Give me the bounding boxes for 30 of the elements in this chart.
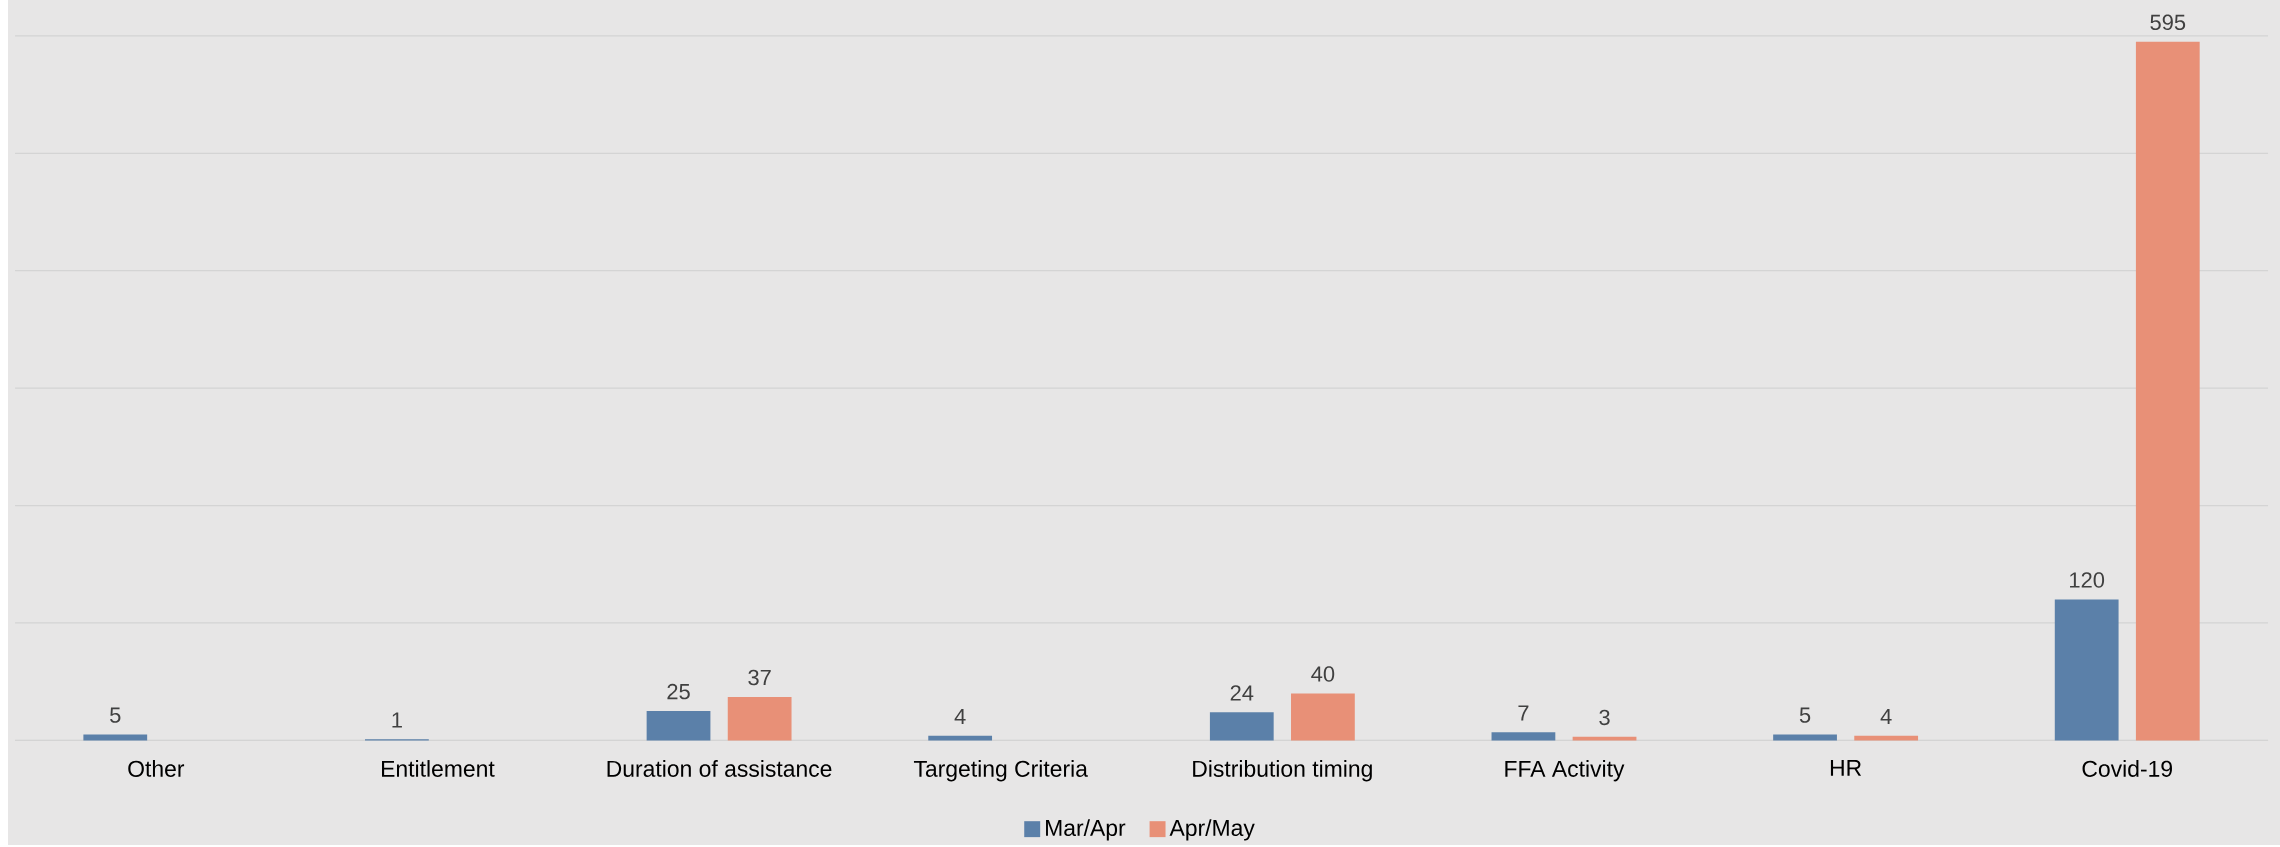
data-label: 1 (392, 712, 402, 728)
x-tick-label: Duration of assistance (607, 760, 832, 777)
legend-label: Mar/Apr (1046, 819, 1126, 841)
x-tick-label: Other (128, 760, 185, 777)
bar (727, 696, 792, 741)
x-tick-label: Covid-19 (2082, 760, 2172, 777)
data-label: 120 (2070, 572, 2105, 588)
x-tick-label: Entitlement (382, 760, 495, 777)
data-label: 3 (1599, 709, 1610, 726)
data-label: 40 (1311, 666, 1335, 682)
data-label: 37 (748, 669, 771, 686)
x-tick-label: Distribution timing (1193, 760, 1372, 782)
x-tick-label: HR (1830, 760, 1862, 776)
data-label: 4 (1880, 708, 1892, 724)
legend-label: Apr/May (1169, 819, 1255, 841)
data-label: 595 (2150, 14, 2186, 31)
data-label: 25 (667, 683, 690, 700)
x-tick-label: FFA Activity (1505, 760, 1625, 782)
data-label: 5 (1799, 707, 1811, 723)
bar (1291, 693, 1355, 741)
bar (2135, 41, 2200, 741)
data-label: 4 (954, 708, 966, 724)
data-label: 7 (1518, 705, 1529, 721)
bar (646, 711, 711, 741)
x-tick-label: Targeting Criteria (913, 760, 1088, 782)
bar (2054, 599, 2119, 741)
bar (1491, 732, 1556, 741)
data-label: 5 (110, 707, 121, 723)
bar (1209, 712, 1274, 741)
data-label: 24 (1230, 685, 1254, 701)
